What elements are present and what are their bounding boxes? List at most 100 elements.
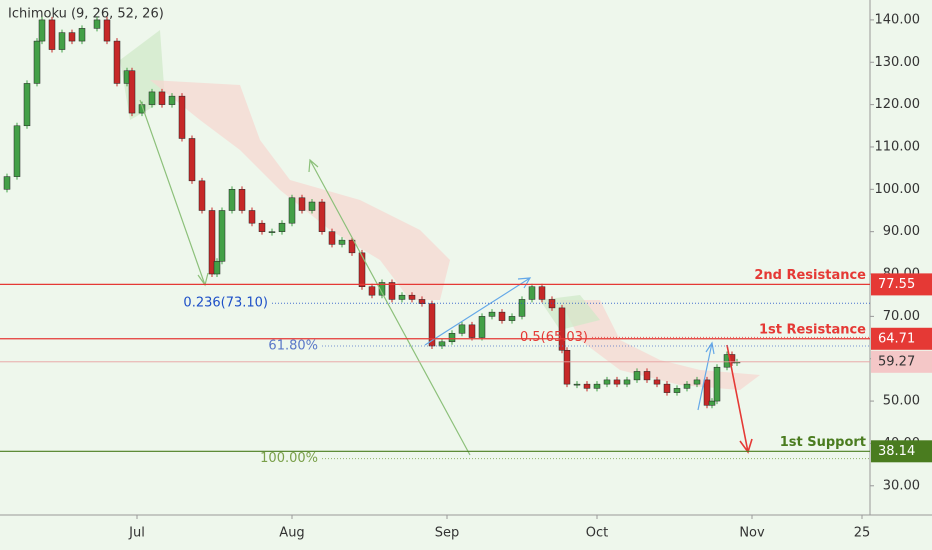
last-price-label: 59.27 — [878, 354, 915, 369]
y-tick-label: 120.00 — [875, 97, 921, 112]
candle-body — [663, 383, 671, 393]
y-tick-label: 50.00 — [883, 394, 920, 409]
candle-body — [198, 180, 206, 211]
y-tick-label: 100.00 — [875, 182, 921, 197]
candle-body — [603, 379, 611, 385]
candle-body — [23, 83, 31, 127]
candle-body — [258, 222, 266, 232]
candle-body — [458, 324, 466, 334]
candle-body — [248, 210, 256, 224]
candle-body — [238, 189, 246, 211]
level-box — [871, 273, 932, 296]
candle-body — [328, 231, 336, 245]
candle-body — [498, 311, 506, 321]
candle-body — [33, 40, 41, 84]
y-tick-label: 130.00 — [875, 55, 921, 70]
candle-body — [528, 286, 536, 300]
indicator-label: Ichimoku (9, 26, 52, 26) — [8, 7, 164, 22]
candle-body — [683, 383, 691, 389]
candle-body — [3, 176, 11, 190]
candle-body — [338, 239, 346, 245]
fib-label: 0.5(65.03) — [520, 330, 588, 345]
candle-body — [158, 91, 166, 105]
last-price-box — [871, 350, 932, 373]
candle-body — [468, 324, 476, 338]
fib-label: 0.236(73.10) — [183, 296, 268, 311]
y-tick-label: 140.00 — [875, 12, 921, 27]
cloud — [150, 80, 450, 300]
x-tick-label: Sep — [435, 526, 460, 541]
x-tick-label: Nov — [739, 526, 765, 541]
candle-body — [488, 311, 496, 317]
candle-body — [68, 32, 76, 42]
level-value: 38.14 — [878, 444, 915, 459]
candle-body — [308, 201, 316, 211]
x-tick-label: 25 — [854, 526, 871, 541]
candle-body — [448, 333, 456, 343]
candle-body — [228, 189, 236, 211]
candle-body — [593, 383, 601, 389]
cloud — [560, 300, 760, 390]
candle-body — [708, 400, 716, 406]
candle-body — [178, 95, 186, 139]
candle-body — [213, 261, 221, 275]
candle-body — [643, 371, 651, 381]
level-name: 1st Resistance — [759, 322, 866, 337]
candle-body — [348, 239, 356, 254]
plot — [3, 16, 741, 409]
candle-body — [653, 379, 661, 385]
candle-body — [278, 222, 286, 232]
candle-body — [208, 210, 216, 275]
candle-body — [188, 138, 196, 182]
candle-body — [168, 95, 176, 105]
candle-body — [398, 294, 406, 300]
candle-body — [368, 286, 376, 296]
fib-label: 100.00% — [260, 451, 318, 466]
candle-body — [633, 371, 641, 381]
candle-body — [538, 286, 546, 300]
candle-body — [288, 197, 296, 224]
level-box — [871, 327, 932, 350]
level-value: 77.55 — [878, 277, 915, 292]
candle-body — [703, 379, 711, 406]
candle-body — [388, 282, 396, 300]
candle-body — [93, 19, 101, 29]
level-value: 64.71 — [878, 331, 915, 346]
level-name: 2nd Resistance — [754, 268, 866, 283]
candle-body — [558, 307, 566, 351]
candle-body — [148, 91, 156, 105]
x-tick-label: Jul — [128, 526, 145, 541]
y-tick-label: 90.00 — [883, 224, 920, 239]
candle-body — [298, 197, 306, 211]
candle-body — [508, 316, 516, 321]
candle-body — [113, 40, 121, 84]
candle-body — [48, 19, 56, 50]
candle-body — [58, 32, 66, 50]
candle-body — [613, 379, 621, 385]
candle-body — [128, 70, 136, 114]
candle-body — [673, 388, 681, 393]
candle-body — [693, 379, 701, 385]
y-tick-label: 30.00 — [883, 478, 920, 493]
candle-body — [713, 366, 721, 402]
candle-body — [438, 341, 446, 347]
candle-body — [13, 125, 21, 177]
candle-body — [358, 252, 366, 287]
y-tick-label: 70.00 — [883, 309, 920, 324]
candle-body — [563, 350, 571, 385]
candle-body — [408, 294, 416, 300]
candle-body — [218, 210, 226, 262]
level-name: 1st Support — [780, 435, 866, 450]
candle-body — [478, 316, 486, 338]
fib-label: 61.80% — [268, 339, 318, 354]
candle-body — [583, 383, 591, 389]
candle-body — [378, 282, 386, 296]
candle-body — [268, 231, 276, 233]
x-tick-label: Aug — [279, 526, 304, 541]
candle-body — [103, 19, 111, 42]
level-box — [871, 440, 932, 463]
y-tick-label: 110.00 — [875, 139, 921, 154]
candle-body — [623, 379, 631, 385]
